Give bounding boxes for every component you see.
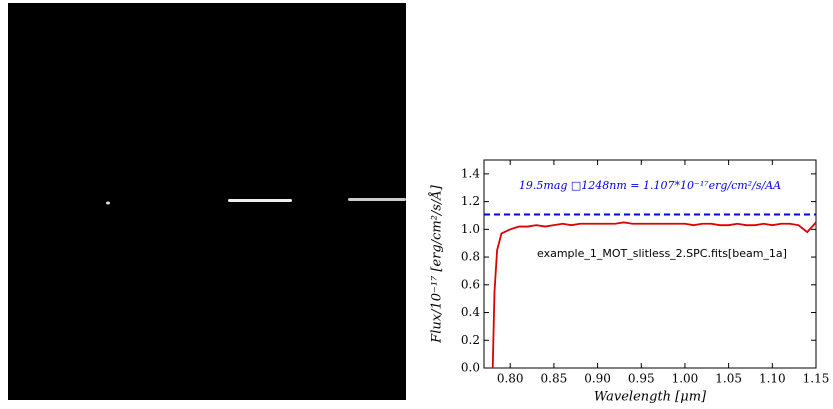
y-tick-label: 0.0	[461, 361, 480, 375]
x-axis-label: Wavelength [μm]	[594, 390, 707, 405]
y-tick-label: 1.0	[461, 222, 480, 236]
figure: 19.5mag □1248nm = 1.107*10⁻¹⁷erg/cm²/s/A…	[0, 0, 833, 409]
y-axis-label: Flux/10⁻¹⁷ [erg/cm²/s/Å]	[429, 184, 445, 344]
chart-title: 19.5mag □1248nm = 1.107*10⁻¹⁷erg/cm²/s/A…	[519, 179, 781, 192]
annotation: example_1_MOT_slitless_2.SPC.fits[beam_1…	[537, 247, 787, 260]
x-tick-label: 0.90	[584, 372, 611, 386]
x-tick-label: 1.05	[715, 372, 742, 386]
y-tick-label: 0.2	[461, 333, 480, 347]
x-tick-label: 0.85	[541, 372, 568, 386]
x-tick-label: 1.15	[803, 372, 830, 386]
y-tick-label: 1.2	[461, 194, 480, 208]
y-tick-label: 0.8	[461, 250, 480, 264]
trace	[106, 202, 110, 205]
y-tick-label: 0.6	[461, 277, 480, 291]
x-tick-label: 1.00	[672, 372, 699, 386]
trace	[228, 199, 292, 202]
x-tick-label: 1.10	[759, 372, 786, 386]
y-tick-label: 0.4	[461, 305, 480, 319]
trace	[348, 198, 406, 201]
detector-image	[8, 3, 406, 400]
x-tick-label: 0.80	[497, 372, 524, 386]
data-line	[493, 222, 816, 368]
x-tick-label: 0.95	[628, 372, 655, 386]
y-tick-label: 1.4	[461, 166, 480, 180]
